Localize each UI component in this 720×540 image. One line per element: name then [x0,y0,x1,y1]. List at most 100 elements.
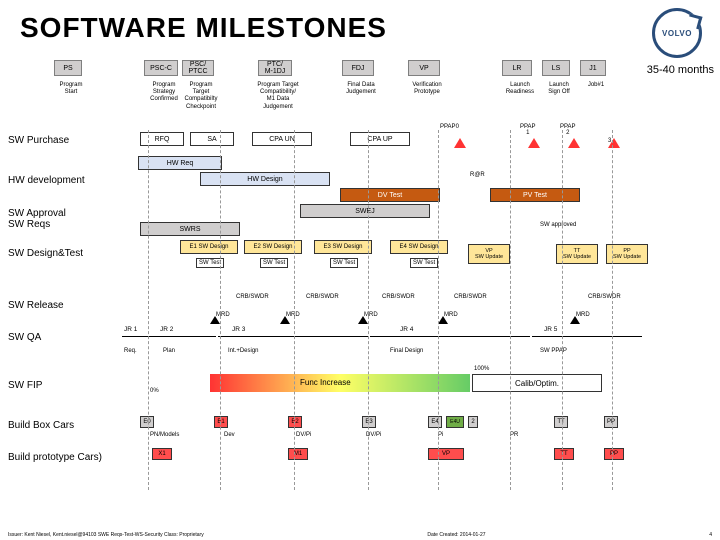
bbc-e4: E4 [428,416,442,428]
jr5: JR 5 [544,326,557,333]
dash-1 [148,130,149,490]
hundred: 100% [474,366,489,372]
ppap1: PPAP 1 [520,124,536,136]
swt3: SW Test [330,258,358,268]
ppap-tri-1 [528,138,540,148]
swt4: SW Test [410,258,438,268]
milestone-7: LS [542,60,570,76]
mrd1: MRD [216,312,230,318]
jr-line2 [158,336,216,337]
bpc-vp: VP [428,448,464,460]
dash-2 [220,130,221,490]
volvo-logo: VOLVO [652,8,702,58]
bpc-sub5: PR [510,432,518,438]
crb2: CRB/SWDR [306,294,339,300]
bbc-e2: E2 [288,416,302,428]
dash-4 [368,130,369,490]
ppap-tri-3 [608,138,620,148]
bbc-pp: PP [604,416,618,428]
dash-7 [562,130,563,490]
row-sw-fip: SW FIP [8,380,42,391]
milestone-2: PSC/ PTCC [182,60,214,76]
footer: Issuer: Kent Niesel, Kent.niesel@94103 S… [8,532,712,538]
bpc-tt: TT [554,448,574,460]
crb5: CRB/SWDR [588,294,621,300]
milestone-3: PTC/ M-1DJ [258,60,292,76]
ppap-tri-0 [454,138,466,148]
qa-final: Final Design [390,348,423,354]
bar-rfq: RFQ [140,132,184,146]
zero: 0% [150,388,159,394]
dash-3 [294,130,295,490]
jr-line1 [122,336,158,337]
milestone-5: VP [408,60,440,76]
bar-hwreq: HW Req [138,156,222,170]
crb1: CRB/SWDR [236,294,269,300]
mrd4: MRD [444,312,458,318]
dash-5 [438,130,439,490]
footer-left: Issuer: Kent Niesel, Kent.niesel@94103 S… [8,532,204,538]
row-sw-qa: SW QA [8,332,41,343]
bbc-tt: TT [554,416,568,428]
jr4: JR 4 [400,326,413,333]
e3-design: E3 SW Design [314,240,372,254]
row-sw-rel: SW Release [8,300,64,311]
milestone-row: PSPSC-CPSC/ PTCCPTC/ M-1DJFDJVPLRLSJ1 [54,60,714,78]
bbc-e3: E3 [362,416,376,428]
milestone-desc-5: Verification Prototype [402,82,452,96]
qa-plan: Plan [163,348,175,354]
bar-dvtest: DV Test [340,188,440,202]
bbc-e0: E0 [140,416,154,428]
vp-update: VP SW Update [468,244,510,264]
bbc-e1: E1 [214,416,228,428]
jr1: JR 1 [124,326,137,333]
bpc-sub1: Dev [224,432,235,438]
bar-cpaun: CPA UN [252,132,312,146]
milestone-desc-2: Program Target Compatibilty Checkpoint [176,82,226,111]
dash-8 [612,130,613,490]
bpc-x1: X1 [152,448,172,460]
e1-design: E1 SW Design [180,240,238,254]
crb4: CRB/SWDR [454,294,487,300]
jr-line4 [370,336,530,337]
row-sw-dt: SW Design&Test [8,248,83,259]
qa-int: Int.+Design [228,348,259,354]
bar-pvtest: PV Test [490,188,580,202]
qa-req: Req. [124,348,137,354]
bpc-m1: M1 [288,448,308,460]
row-bpc: Build prototype Cars) [8,452,102,463]
bar-cpaup: CPA UP [350,132,410,146]
bbc-2: 2 [468,416,478,428]
milestone-desc-8: Job#1 [574,82,618,89]
row-sw-purchase: SW Purchase [8,135,69,146]
rr: R@R [470,172,485,178]
row-sw-app: SW Approval SW Reqs [8,208,66,230]
bpc-pp: PP [604,448,624,460]
jr-line5 [532,336,642,337]
swt2: SW Test [260,258,288,268]
milestone-8: J1 [580,60,606,76]
bar-swrs: SWRS [140,222,240,236]
footer-pg: 4 [709,532,712,538]
bar-sa: SA [190,132,234,146]
row-bbc: Build Box Cars [8,420,74,431]
mrd5: MRD [576,312,590,318]
milestone-desc-4: Final Data Judgement [336,82,386,96]
milestone-1: PSC-C [144,60,178,76]
jr3: JR 3 [232,326,245,333]
bpc-sub0: PN/Models [150,432,179,438]
row-hw-dev: HW development [8,175,85,186]
dash-6 [510,130,511,490]
milestone-desc-3: Program Target Compatibility/ M1 Data Ju… [252,82,304,111]
milestone-desc-0: Program Start [48,82,94,96]
milestone-desc-row: Program StartProgram Strategy ConfirmedP… [54,82,714,122]
crb3: CRB/SWDR [382,294,415,300]
jr-line3 [218,336,368,337]
page-title: SOFTWARE MILESTONES [20,12,387,44]
jr2: JR 2 [160,326,173,333]
calib: Calib/Optim. [472,374,602,392]
footer-right: Date Created: 2014-01-27 [427,532,485,538]
logo-text: VOLVO [662,29,692,38]
bbc-e4u: E4U [446,416,464,428]
bpc-sub2: DV/Pi [296,432,311,438]
